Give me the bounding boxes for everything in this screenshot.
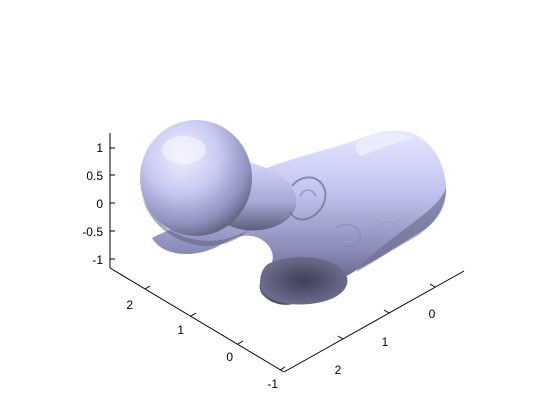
- bone-right-shadow: [356, 188, 446, 272]
- bone-surface: [140, 120, 447, 305]
- y-tick: [190, 312, 197, 317]
- y-tick: [237, 340, 244, 345]
- bone-highlight: [355, 132, 414, 156]
- z-tick-label: -0.5: [82, 225, 103, 239]
- z-tick-label: 1: [96, 141, 103, 155]
- bone-head-highlight: [162, 136, 206, 164]
- left-axis-tick-label: 1: [177, 323, 184, 337]
- x-tick: [383, 309, 390, 314]
- z-tick-label: -1: [92, 253, 103, 267]
- bone-underside-shadow: [260, 256, 348, 305]
- bone-groove: [335, 223, 362, 248]
- x-axis-line: [283, 270, 465, 373]
- axis-lines: [109, 133, 465, 373]
- left-axis-tick-label: 2: [126, 298, 133, 312]
- bone-body: [152, 130, 447, 305]
- y-tick: [279, 366, 286, 371]
- bone-groove: [299, 189, 317, 197]
- bone-head: [140, 120, 252, 236]
- left-axis-tick-label: 0: [226, 350, 233, 364]
- y-tick: [144, 285, 151, 290]
- z-tick-label: 0: [96, 197, 103, 211]
- z-tick-labels: 1 0.5 0 -0.5 -1: [82, 141, 103, 267]
- bone-groove: [289, 176, 327, 221]
- x-tick: [337, 335, 344, 340]
- right-axis-tick-labels: 2 1 0: [335, 307, 436, 377]
- bone-groove: [371, 221, 401, 231]
- left-axis-tick-labels: 2 1 0 -1: [126, 298, 278, 391]
- left-axis-tick-label: -1: [267, 377, 278, 391]
- y-axis-line: [109, 267, 285, 373]
- right-axis-tick-label: 1: [382, 335, 389, 349]
- z-tick-label: 0.5: [86, 169, 103, 183]
- x-tick: [429, 283, 436, 288]
- tick-marks: [110, 147, 436, 371]
- right-axis-tick-label: 0: [429, 307, 436, 321]
- right-axis-tick-label: 2: [335, 363, 342, 377]
